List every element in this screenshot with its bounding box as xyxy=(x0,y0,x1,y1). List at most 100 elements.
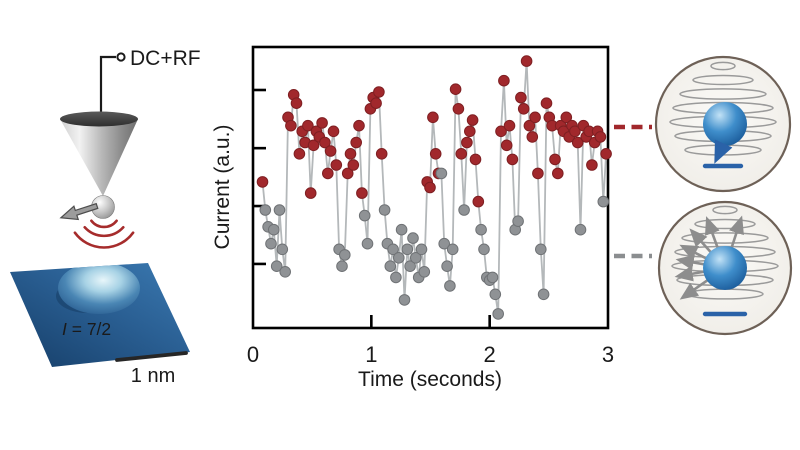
data-point xyxy=(486,271,499,284)
data-point xyxy=(464,125,476,138)
stm-tip-cone-icon xyxy=(60,119,138,196)
data-point xyxy=(293,148,306,160)
data-point xyxy=(316,117,328,129)
data-point xyxy=(265,237,277,250)
x-tick-label: 3 xyxy=(602,342,614,367)
mixed-spin-state-inset xyxy=(657,200,793,336)
data-point xyxy=(398,294,411,306)
rf-waves-icon xyxy=(73,219,135,249)
data-point xyxy=(276,243,289,256)
data-point xyxy=(526,131,539,143)
data-point xyxy=(341,167,354,180)
data-point xyxy=(569,125,581,138)
data-point xyxy=(441,260,453,273)
data-point xyxy=(319,136,331,149)
electrode-terminal-icon xyxy=(116,52,126,62)
data-point xyxy=(506,153,519,166)
nucleus-sphere-icon xyxy=(703,102,747,146)
nucleus-sphere-icon xyxy=(703,246,747,290)
x-axis-label: Time (seconds) xyxy=(358,368,502,391)
data-point xyxy=(503,119,516,132)
data-point xyxy=(512,215,524,227)
data-point xyxy=(361,237,374,250)
orbit-ellipse xyxy=(710,61,736,71)
data-point xyxy=(384,260,397,273)
orbit-ellipse xyxy=(681,232,769,244)
data-point xyxy=(378,204,391,216)
data-point xyxy=(475,223,487,236)
data-point xyxy=(304,187,317,199)
data-point xyxy=(273,204,286,216)
data-point xyxy=(500,139,513,152)
data-point xyxy=(268,223,280,236)
stm-tip-diagram: DC+RF xyxy=(59,47,201,249)
data-point xyxy=(307,139,320,152)
data-point xyxy=(498,74,510,87)
data-point xyxy=(586,159,598,171)
x-tick-labels: 0 1 2 3 xyxy=(247,342,614,367)
electrode-wire xyxy=(99,55,116,115)
scale-bar-label: 1 nm xyxy=(131,365,175,387)
data-point xyxy=(472,195,485,208)
topograph-bump xyxy=(56,263,140,314)
orbit-ellipse xyxy=(694,218,756,230)
data-point xyxy=(597,195,610,208)
data-point xyxy=(339,249,351,261)
current-vs-time-chart: 0 1 2 3 Time (seconds) Current (a.u.) xyxy=(211,45,614,391)
data-point xyxy=(418,266,431,278)
data-point xyxy=(270,260,283,273)
data-point xyxy=(344,148,357,160)
data-point xyxy=(410,251,422,264)
data-point xyxy=(452,103,465,115)
orbit-ellipse xyxy=(712,205,738,215)
data-point xyxy=(395,223,408,236)
data-point xyxy=(330,159,343,171)
data-point xyxy=(404,260,416,273)
data-point xyxy=(449,83,462,95)
data-point xyxy=(350,136,363,149)
data-point xyxy=(358,209,371,222)
spin-down-arrow-icon xyxy=(714,139,733,164)
dc-rf-label: DC+RF xyxy=(130,47,201,70)
data-point xyxy=(429,148,442,160)
data-point xyxy=(574,223,587,236)
orbit-ellipse xyxy=(679,88,767,100)
data-point xyxy=(535,243,547,256)
data-point xyxy=(529,111,541,124)
data-point xyxy=(373,86,385,98)
data-point xyxy=(560,111,573,124)
data-point xyxy=(515,91,527,104)
data-point xyxy=(407,232,419,244)
data-point xyxy=(322,167,334,180)
data-point xyxy=(540,97,553,109)
data-point xyxy=(390,271,402,284)
x-axis-ticks xyxy=(370,315,491,328)
y-axis-ticks xyxy=(253,88,266,266)
data-point xyxy=(594,131,607,143)
data-point xyxy=(324,145,337,157)
x-tick-label: 0 xyxy=(247,342,259,367)
spin-arrow-icon xyxy=(59,202,99,221)
data-point xyxy=(259,204,272,216)
data-point xyxy=(552,167,564,180)
data-point xyxy=(290,97,303,109)
data-point xyxy=(455,148,468,160)
data-point xyxy=(446,243,459,256)
data-point xyxy=(492,308,505,320)
data-point xyxy=(370,97,382,109)
data-point xyxy=(438,237,451,250)
data-point xyxy=(444,280,456,292)
data-point xyxy=(523,119,536,132)
data-point xyxy=(327,125,340,138)
chart-data-points xyxy=(256,55,612,320)
data-point xyxy=(532,167,544,180)
data-point xyxy=(356,187,368,199)
data-point xyxy=(517,103,530,115)
data-point xyxy=(469,153,482,166)
data-point xyxy=(549,153,561,166)
data-point xyxy=(478,243,490,256)
x-tick-label: 1 xyxy=(365,342,377,367)
data-point xyxy=(495,125,507,138)
